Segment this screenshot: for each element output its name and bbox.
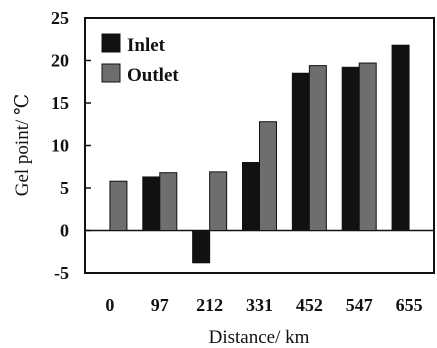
bar-inlet-331	[242, 162, 260, 231]
bar-inlet-452	[291, 72, 310, 231]
x-tick-label: 331	[246, 295, 273, 315]
y-tick-label: 0	[60, 221, 69, 241]
x-tick-label: 212	[196, 295, 223, 315]
x-axis-title: Distance/ km	[209, 327, 310, 348]
y-tick-label: 10	[51, 136, 69, 156]
y-tick-label: 5	[60, 178, 69, 198]
x-tick-label: 97	[151, 295, 169, 315]
bar-outlet-0	[109, 180, 128, 231]
bar-outlet-331	[259, 121, 277, 231]
legend-swatch-inlet	[101, 33, 121, 53]
bar-inlet-655	[391, 44, 410, 232]
y-tick-label: -5	[54, 263, 69, 283]
bar-outlet-97	[159, 172, 178, 231]
bar-inlet-212	[192, 230, 211, 264]
legend-label-inlet: Inlet	[127, 35, 166, 56]
bar-outlet-212	[209, 171, 228, 232]
x-axis: 0 97 212 331 452 547 655	[105, 295, 422, 315]
y-axis: -5 0 5 10 15 20 25	[51, 8, 91, 283]
y-axis-title: Gel point/ ℃	[12, 94, 33, 197]
y-tick-label: 15	[51, 93, 69, 113]
y-tick-label: 20	[51, 51, 69, 71]
x-tick-label: 0	[105, 295, 114, 315]
x-tick-label: 655	[396, 295, 423, 315]
bar-inlet-547	[341, 66, 360, 231]
legend-swatch-outlet	[101, 63, 121, 83]
legend: Inlet Outlet	[101, 33, 179, 86]
bar-outlet-452	[308, 65, 327, 231]
y-tick-label: 25	[51, 8, 69, 28]
bars-group	[109, 44, 410, 264]
bar-outlet-547	[358, 62, 377, 231]
bar-inlet-97	[142, 176, 161, 231]
x-tick-label: 547	[346, 295, 373, 315]
legend-label-outlet: Outlet	[127, 65, 179, 86]
x-tick-label: 452	[296, 295, 323, 315]
